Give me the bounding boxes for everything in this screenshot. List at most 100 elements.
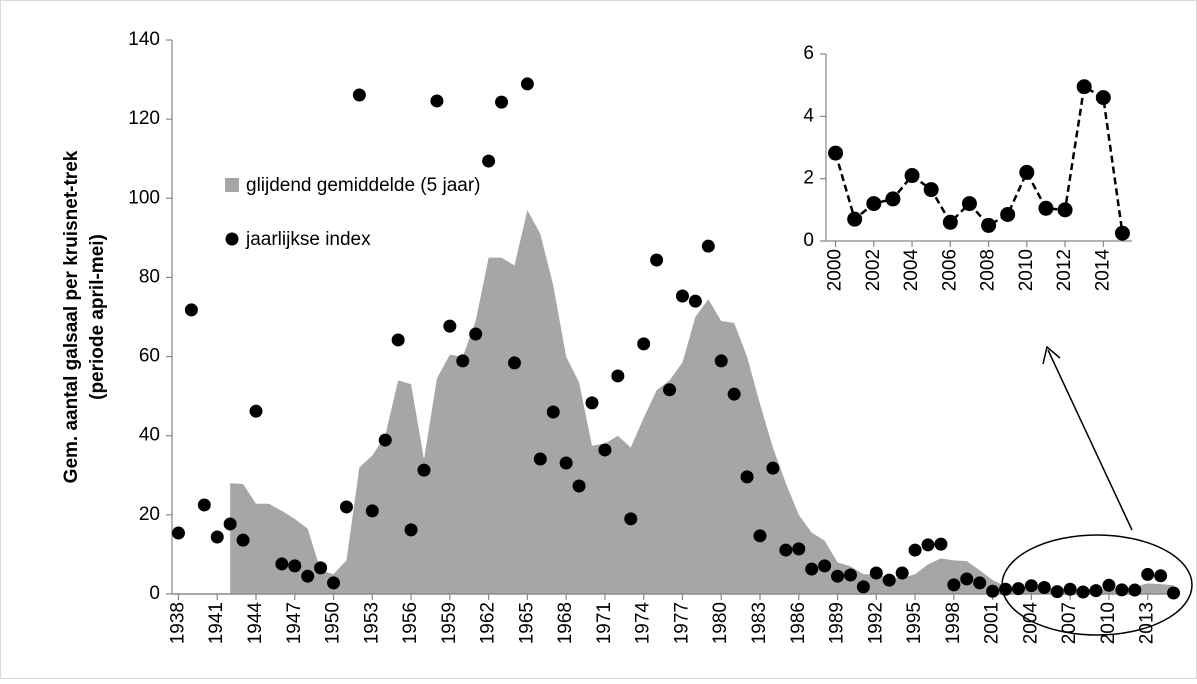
inset-point xyxy=(942,214,958,230)
x-tick-label: 2001 xyxy=(982,602,1003,644)
index-point xyxy=(301,569,315,583)
inset-point xyxy=(866,196,882,212)
x-tick-label: 1938 xyxy=(167,602,188,644)
index-point xyxy=(650,253,664,267)
x-tick-label: 1962 xyxy=(478,602,499,644)
index-point xyxy=(197,498,211,512)
index-point xyxy=(1037,580,1051,594)
index-point xyxy=(818,559,832,573)
index-point xyxy=(663,383,677,397)
index-point xyxy=(559,456,573,470)
x-tick-label: 2008 xyxy=(978,249,999,291)
highlight-ellipse xyxy=(1001,534,1193,636)
index-point xyxy=(598,443,612,457)
x-tick-label: 1995 xyxy=(904,602,925,644)
y-tick-label: 20 xyxy=(139,504,160,525)
index-point xyxy=(223,517,237,531)
y-tick-label: 100 xyxy=(128,187,160,208)
legend-swatch xyxy=(225,178,239,192)
x-tick-label: 1950 xyxy=(323,602,344,644)
index-point xyxy=(947,578,961,592)
inset-point xyxy=(1057,202,1073,218)
y-tick-label: 0 xyxy=(803,230,814,251)
index-point xyxy=(805,562,819,576)
index-point xyxy=(404,523,418,537)
index-point xyxy=(430,94,444,108)
inset-plot: 0 2 4 6 2000 2002 2004 2006 2008 2010 2012 2014 xyxy=(803,43,1132,291)
index-point xyxy=(973,576,987,590)
x-tick-label: 2014 xyxy=(1092,249,1113,292)
index-point xyxy=(1141,567,1155,581)
inset-line xyxy=(834,84,1124,234)
x-tick-label: 1974 xyxy=(633,602,654,645)
index-point xyxy=(637,337,651,351)
inset-point xyxy=(847,211,863,227)
index-point xyxy=(443,319,457,333)
index-point xyxy=(714,354,728,368)
x-tick-label: 2006 xyxy=(939,249,960,291)
x-tick-label: 1977 xyxy=(671,602,692,644)
index-point xyxy=(533,452,547,466)
x-tick-label: 1947 xyxy=(284,602,305,644)
index-point xyxy=(779,543,793,557)
x-tick-label: 1992 xyxy=(865,602,886,644)
legend-label: jaarlijkse index xyxy=(245,229,371,250)
y-tick-label: 60 xyxy=(139,346,160,367)
index-point xyxy=(495,95,509,109)
index-point xyxy=(688,294,702,308)
index-point xyxy=(856,580,870,594)
x-tick-label: 1971 xyxy=(594,602,615,644)
index-point xyxy=(417,463,431,477)
index-point xyxy=(908,543,922,557)
index-point xyxy=(482,154,496,168)
y-tick-label: 6 xyxy=(803,43,814,64)
inset-point xyxy=(1019,164,1035,180)
index-point xyxy=(210,530,224,544)
index-point xyxy=(831,569,845,583)
index-point xyxy=(339,500,353,514)
index-point xyxy=(275,557,289,571)
arrow-head xyxy=(1042,345,1061,365)
x-tick-label: 1953 xyxy=(361,602,382,644)
index-point xyxy=(766,461,780,475)
y-axis-label: (periode april-mei) xyxy=(87,234,108,400)
index-point xyxy=(236,533,250,547)
index-point xyxy=(869,566,883,580)
index-point xyxy=(327,576,341,590)
legend-label: glijdend gemiddelde (5 jaar) xyxy=(246,175,480,196)
index-point xyxy=(1167,586,1181,600)
y-tick-label: 140 xyxy=(128,29,160,50)
x-tick-label: 2004 xyxy=(1020,602,1041,645)
index-point xyxy=(611,369,625,383)
x-tick-label: 1959 xyxy=(439,602,460,644)
index-point xyxy=(520,77,534,91)
index-point xyxy=(1050,585,1064,599)
x-tick-label: 2010 xyxy=(1098,602,1119,644)
index-point xyxy=(792,542,806,556)
y-tick-label: 40 xyxy=(139,425,160,446)
legend-swatch xyxy=(225,232,239,246)
index-point xyxy=(249,404,263,418)
x-tick-label: 2010 xyxy=(1016,249,1037,291)
index-point xyxy=(184,303,198,317)
index-point xyxy=(843,568,857,582)
x-tick-label: 1956 xyxy=(400,602,421,644)
inset-point xyxy=(981,217,997,233)
index-point xyxy=(740,470,754,484)
inset-point xyxy=(904,168,920,184)
x-tick-label: 1989 xyxy=(827,602,848,644)
index-point xyxy=(1024,579,1038,593)
index-point xyxy=(934,537,948,551)
index-point xyxy=(1089,584,1103,598)
x-tick-label: 1941 xyxy=(206,602,227,644)
inset-point xyxy=(1000,207,1016,223)
x-tick-label: 2002 xyxy=(863,249,884,291)
index-point xyxy=(960,572,974,586)
y-tick-label: 2 xyxy=(803,168,814,189)
x-tick-label: 2012 xyxy=(1054,249,1075,291)
x-tick-label: 1965 xyxy=(516,602,537,644)
index-point xyxy=(456,354,470,368)
index-point xyxy=(314,561,328,575)
